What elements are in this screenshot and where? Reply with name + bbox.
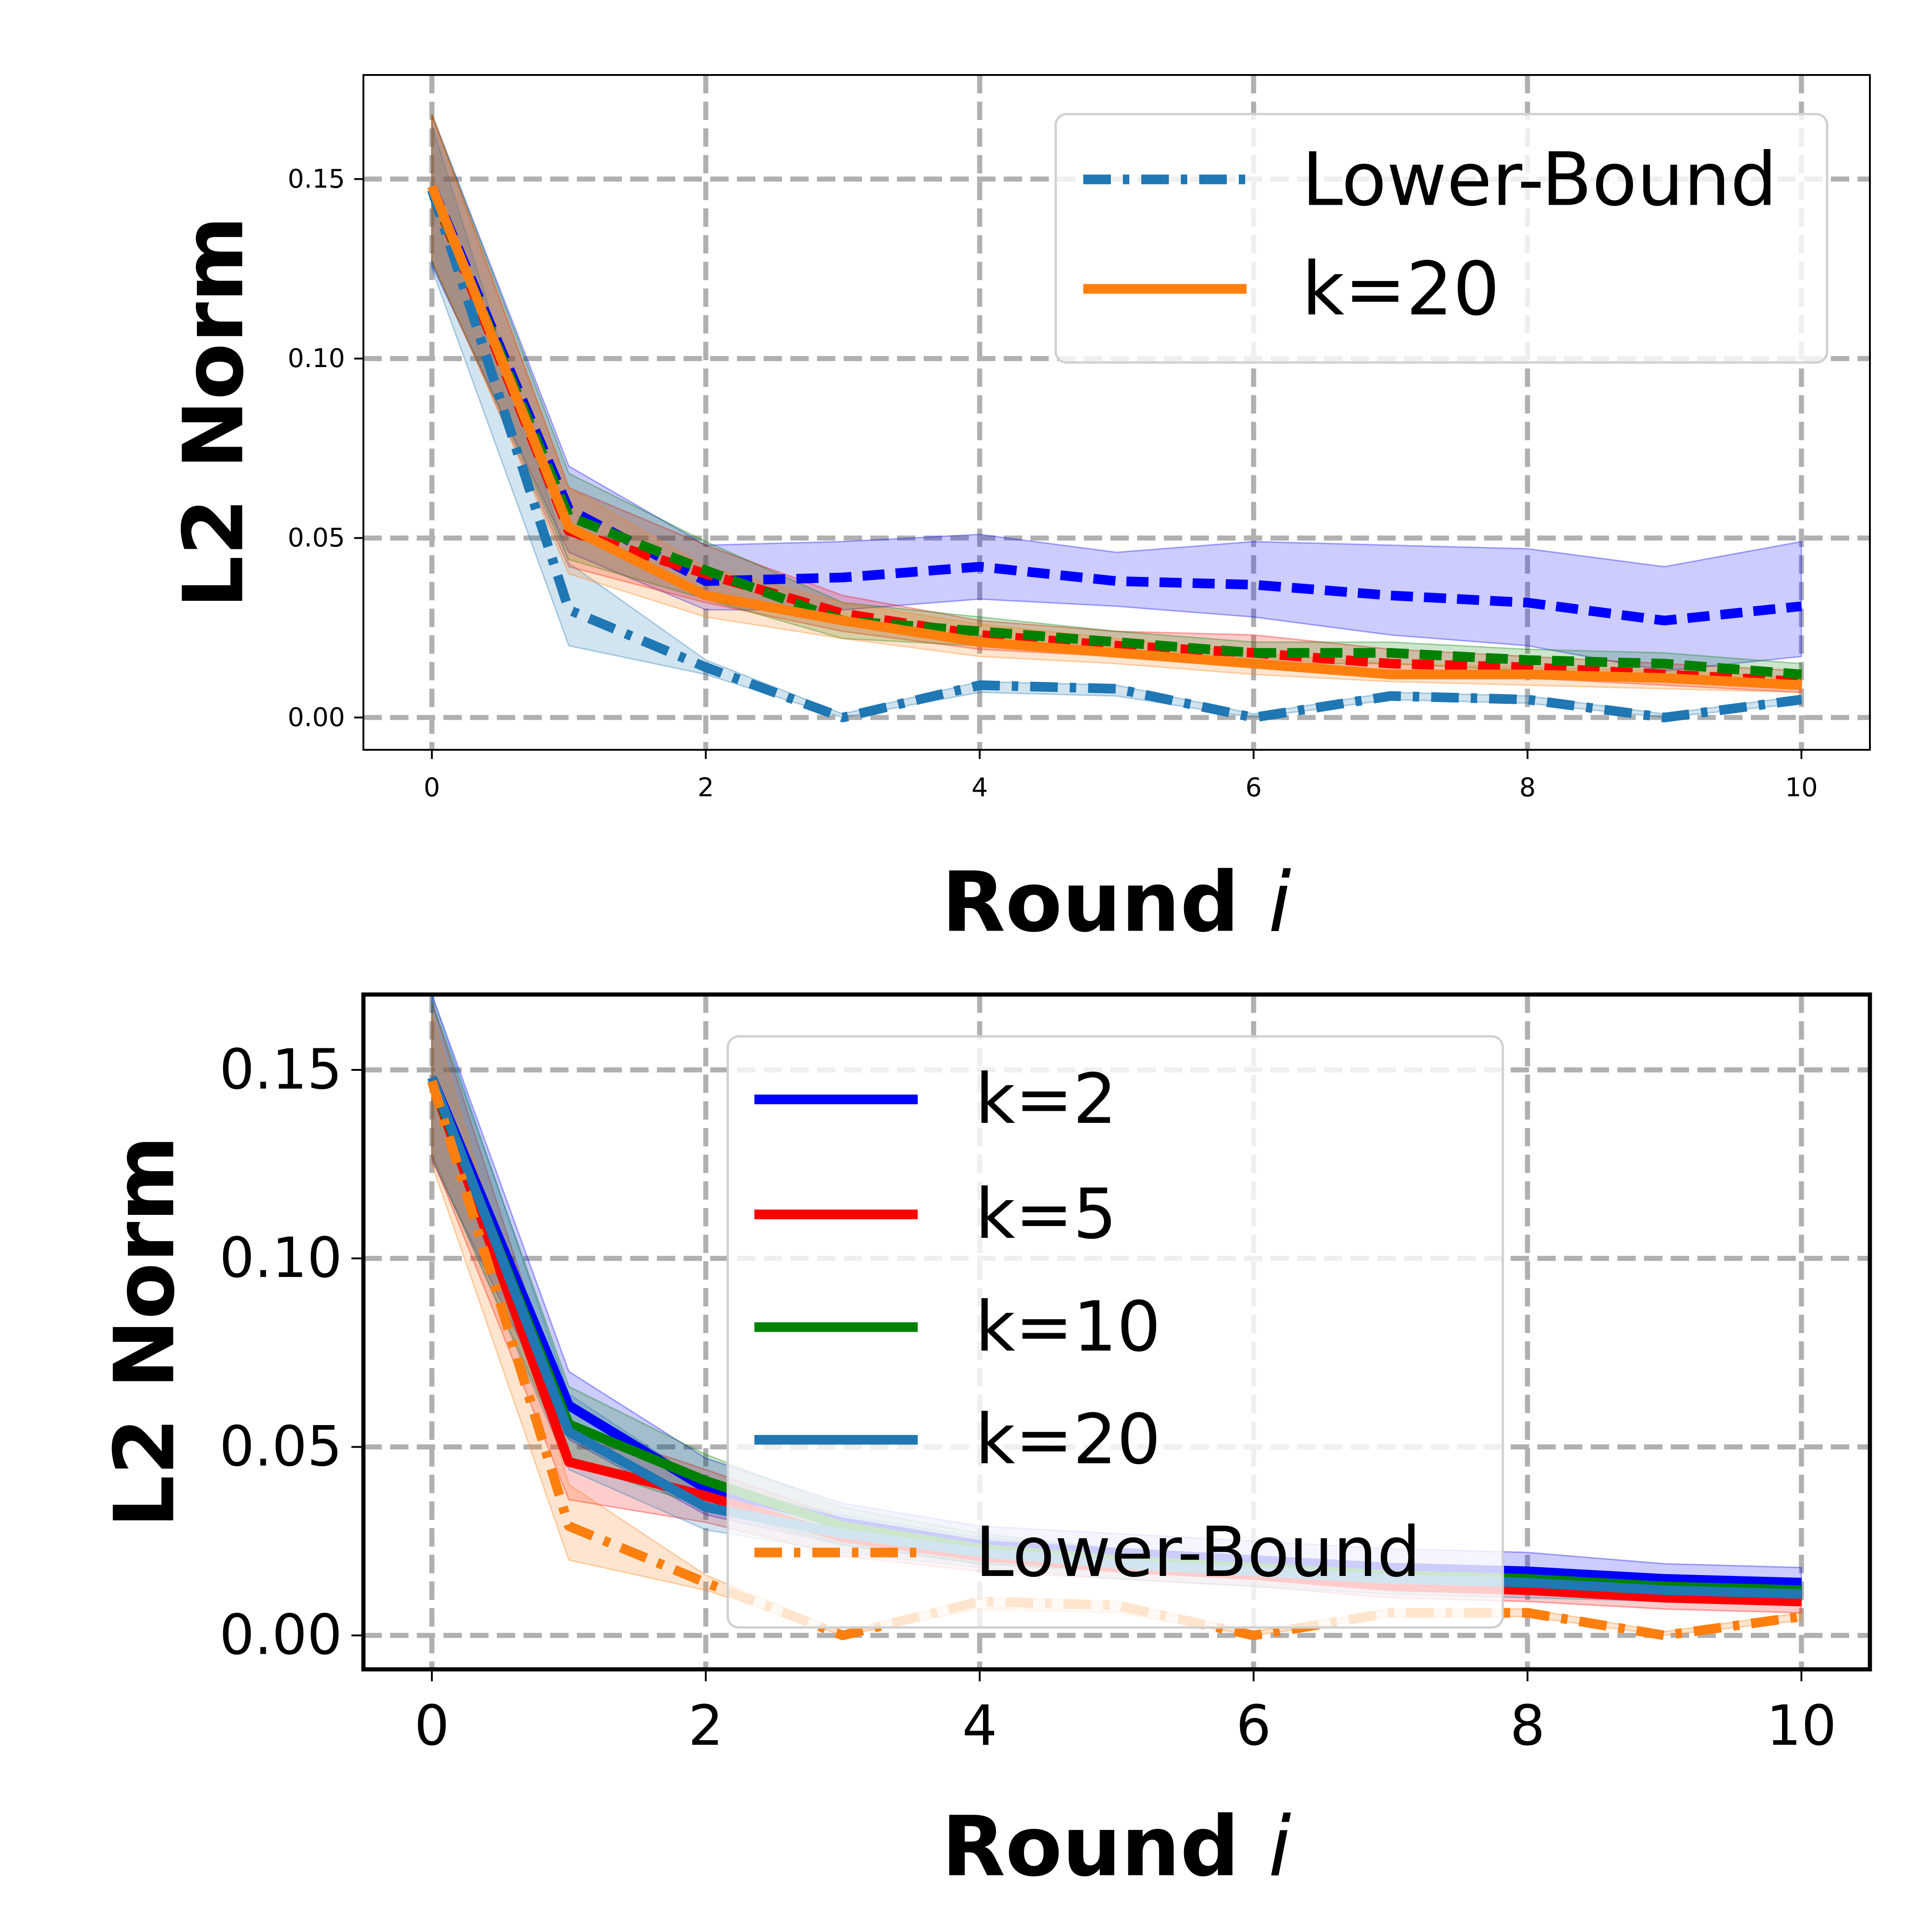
x-tick-label: 8	[1510, 1694, 1545, 1758]
x-tick-label: 2	[697, 773, 714, 803]
x-tick-label: 10	[1766, 1694, 1837, 1758]
x-axis-label: Round i	[942, 1799, 1291, 1895]
y-axis-label: L2 Norm	[97, 1135, 193, 1528]
legend-label-lower-bound: Lower-Bound	[975, 1512, 1421, 1593]
x-tick-label: 8	[1519, 773, 1536, 803]
x-tick-label: 4	[972, 773, 988, 803]
y-tick-label: 0.15	[288, 164, 345, 194]
x-tick-label: 0	[424, 773, 440, 803]
series-group	[427, 114, 1802, 723]
line-series-4	[427, 184, 1802, 690]
y-tick-label: 0.00	[219, 1604, 342, 1668]
legend: k=2 k=5 k=10 k=20 Lower-Bound	[726, 1035, 1504, 1629]
legend-label-k-20: k=20	[1302, 246, 1500, 332]
line-series-1	[427, 188, 1802, 687]
x-tick-label: 10	[1785, 773, 1818, 803]
y-tick-label: 0.05	[219, 1415, 342, 1479]
y-axis-label: L2 Norm	[166, 216, 262, 608]
band-series-1	[431, 114, 1802, 693]
legend-label-lower-bound: Lower-Bound	[1302, 137, 1777, 223]
x-tick-label: 0	[414, 1694, 449, 1758]
line-lower-bound	[427, 1080, 1802, 1640]
legend-label-k-20: k=20	[975, 1400, 1161, 1480]
band-series-4	[431, 114, 1802, 693]
bottom-chart: 0 2 4 6 8 10 0.00 0.05 0.10 0.15 L2 Norm Round i k=2…	[97, 992, 1872, 1895]
plot-frame	[362, 74, 1871, 751]
line-series-2	[427, 188, 1802, 679]
x-axis-label: Round i	[942, 855, 1291, 951]
y-tick-label: 0.00	[288, 702, 345, 732]
x-tick-label: 6	[1245, 773, 1262, 803]
x-tick-label: 2	[688, 1694, 723, 1758]
legend-box	[726, 1035, 1504, 1629]
legend: Lower-Bound k=20	[1054, 113, 1828, 364]
line-series-0	[427, 184, 1802, 626]
plot-frame	[361, 992, 1872, 1672]
x-tick-label: 4	[962, 1694, 997, 1758]
y-tick-label: 0.10	[288, 344, 345, 374]
line-series-3	[427, 188, 1802, 723]
y-tick-label: 0.15	[219, 1038, 342, 1102]
y-tick-label: 0.05	[288, 523, 345, 553]
y-tick-label: 0.10	[219, 1226, 342, 1290]
legend-label-k-10: k=10	[975, 1287, 1161, 1367]
legend-label-k-2: k=2	[975, 1059, 1117, 1139]
x-axis-label-variable: i	[1268, 855, 1291, 951]
legend-box	[1054, 113, 1828, 364]
legend-label-k-5: k=5	[975, 1174, 1117, 1254]
x-axis-label-variable: i	[1268, 1799, 1291, 1895]
x-tick-label: 6	[1236, 1694, 1271, 1758]
top-chart: 0 2 4 6 8 10 0.00 0.05 0.10 0.15 L2 Norm Round i Low…	[166, 74, 1871, 951]
